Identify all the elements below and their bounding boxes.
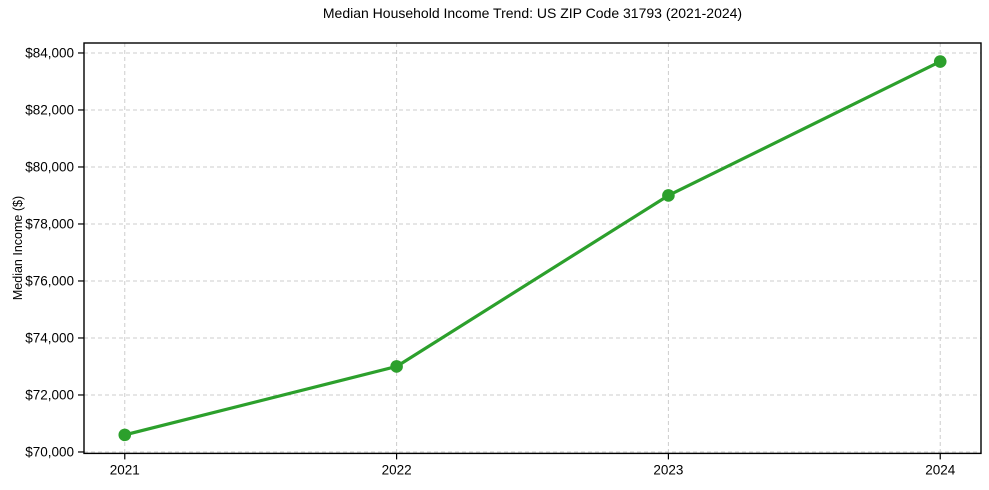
trend-line bbox=[123, 59, 942, 437]
y-tick-label: $76,000 bbox=[25, 273, 74, 288]
data-point-marker bbox=[118, 428, 132, 442]
data-point-marker bbox=[662, 189, 675, 202]
y-tick-label: $70,000 bbox=[25, 444, 74, 459]
y-tick-label: $78,000 bbox=[25, 216, 74, 231]
plot-border bbox=[83, 42, 982, 455]
y-tick-label: $84,000 bbox=[25, 45, 74, 60]
x-tick-label: 2023 bbox=[653, 462, 683, 477]
y-tick-label: $72,000 bbox=[25, 387, 74, 402]
data-point-marker bbox=[390, 360, 403, 373]
chart-title: Median Household Income Trend: US ZIP Co… bbox=[322, 5, 743, 21]
y-tick-label: $74,000 bbox=[25, 330, 74, 345]
data-point-marker bbox=[933, 55, 947, 68]
y-tick-label: $80,000 bbox=[25, 159, 74, 174]
y-tick-label: $82,000 bbox=[25, 102, 74, 117]
x-tick-label: 2021 bbox=[110, 462, 140, 477]
x-tick-label: 2024 bbox=[925, 462, 956, 477]
x-tick-label: 2022 bbox=[382, 462, 412, 477]
